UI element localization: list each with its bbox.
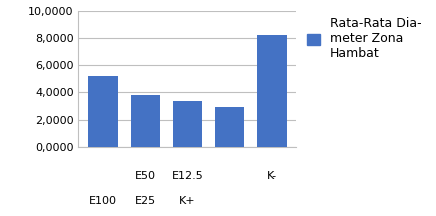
Text: E25: E25: [135, 196, 156, 206]
Bar: [173, 101, 202, 147]
Legend: Rata-Rata Dia-
meter Zona
Hambat: Rata-Rata Dia- meter Zona Hambat: [307, 17, 421, 60]
Bar: [89, 76, 118, 147]
Bar: [257, 35, 286, 147]
Bar: [130, 95, 160, 147]
Text: E50: E50: [135, 171, 156, 181]
Text: E100: E100: [89, 196, 117, 206]
Text: E12.5: E12.5: [172, 171, 203, 181]
Text: K+: K+: [179, 196, 196, 206]
Bar: [215, 107, 245, 147]
Text: K-: K-: [267, 171, 277, 181]
